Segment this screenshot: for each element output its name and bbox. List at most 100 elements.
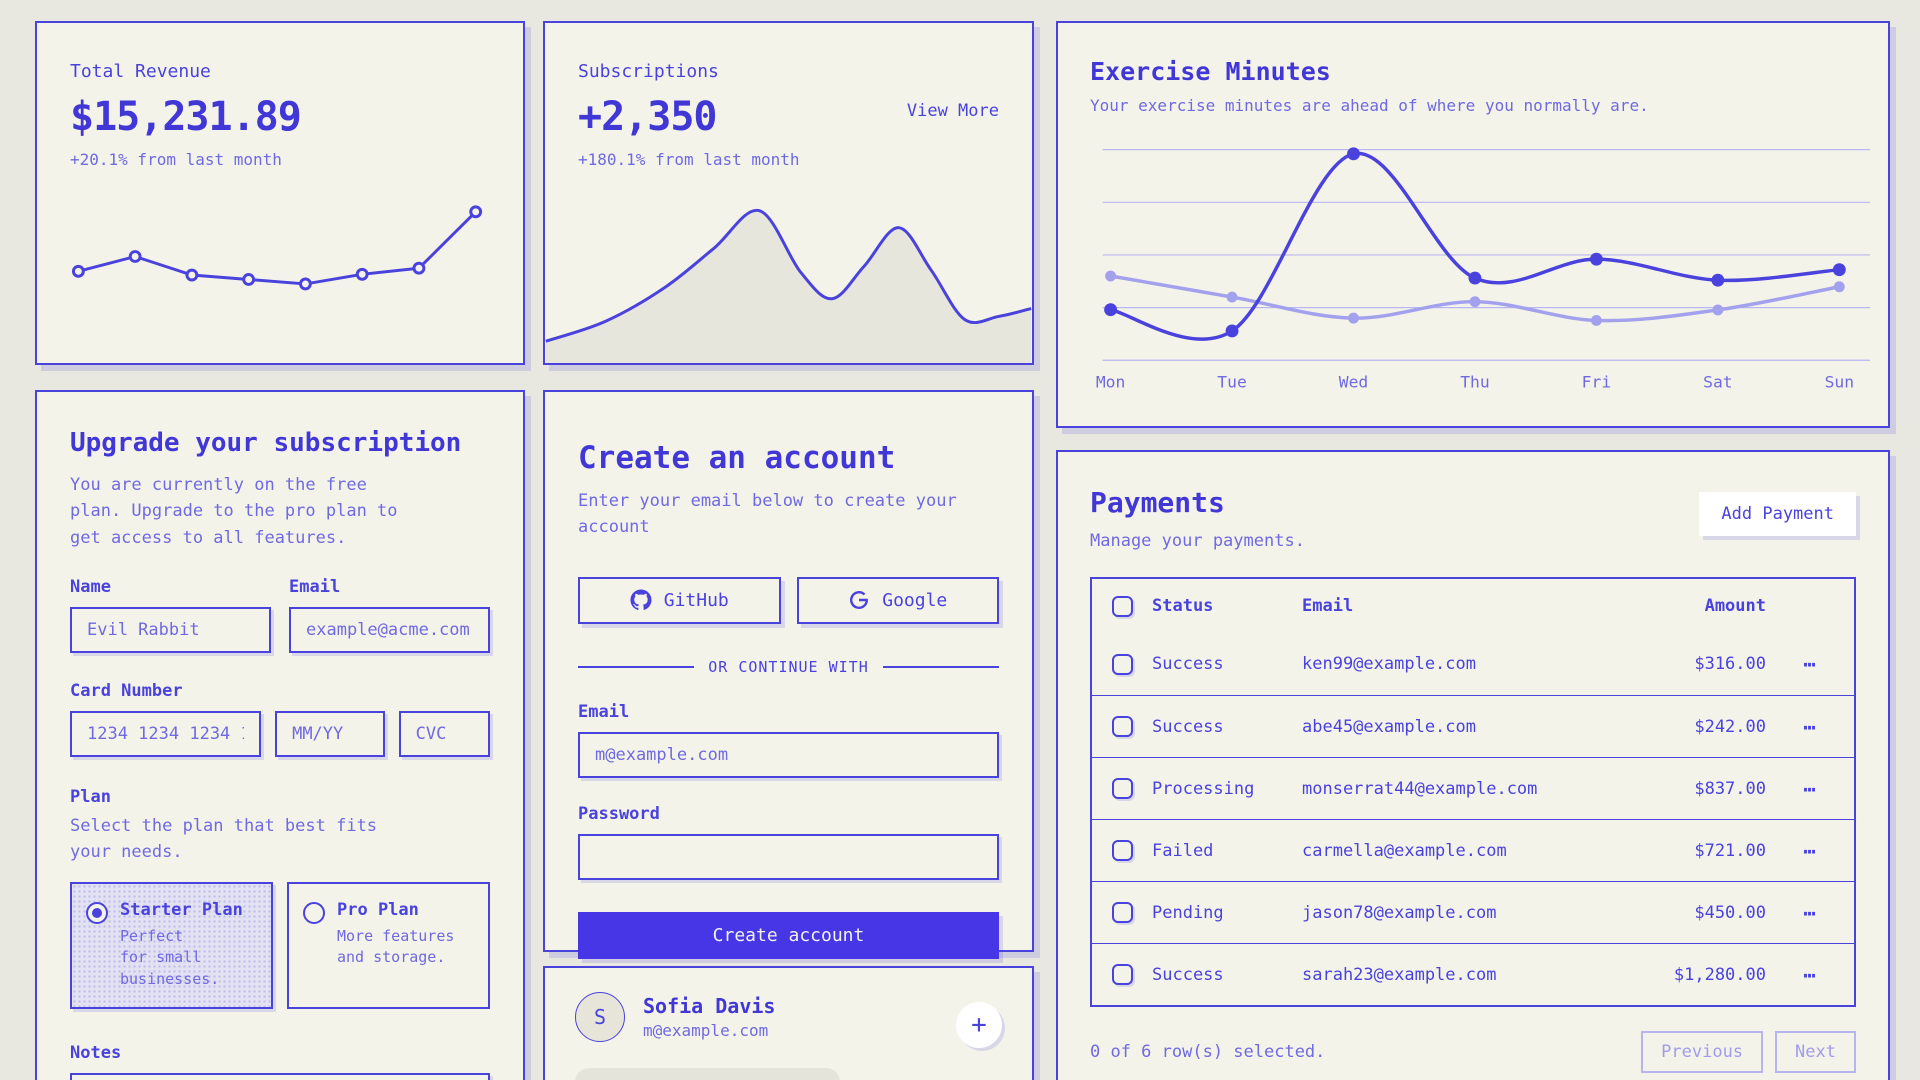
subscriptions-content: Subscriptions +2,350 View More +180.1% f… — [545, 23, 1032, 363]
row-checkbox[interactable] — [1111, 778, 1133, 799]
exercise-title: Exercise Minutes — [1090, 57, 1331, 86]
row-checkbox[interactable] — [1111, 716, 1133, 737]
password-field[interactable] — [578, 833, 999, 880]
card-expiry-field[interactable] — [275, 711, 385, 758]
payment-email: jason78@example.com — [1302, 902, 1497, 923]
payment-row[interactable]: Processing monserrat44@example.com $837.… — [1092, 757, 1854, 819]
payment-status: Failed — [1152, 840, 1214, 861]
payment-row[interactable]: Pending jason78@example.com $450.00 ⋯ — [1092, 881, 1854, 943]
card-number-field[interactable] — [70, 711, 262, 758]
create-account-title: Create an account — [578, 440, 896, 476]
row-menu-icon[interactable]: ⋯ — [1803, 652, 1817, 676]
payment-amount: $837.00 — [1694, 778, 1766, 799]
payments-card: Payments Add Payment Manage your payment… — [1056, 450, 1890, 1080]
pro-plan-description: More features and storage. — [337, 926, 455, 967]
account-email-label: Email — [578, 701, 630, 722]
notes-label: Notes — [70, 1042, 122, 1063]
payment-row[interactable]: Success sarah23@example.com $1,280.00 ⋯ — [1092, 943, 1854, 1005]
exercise-subtitle: Your exercise minutes are ahead of where… — [1090, 96, 1649, 115]
total-revenue-card: Total Revenue $15,231.89 +20.1% from las… — [35, 21, 525, 365]
google-button[interactable]: Google — [796, 576, 999, 624]
card-cvc-field[interactable] — [398, 711, 490, 758]
plan-option-starter[interactable]: Starter Plan Perfect for small businesse… — [70, 881, 273, 1009]
payment-amount: $1,280.00 — [1673, 964, 1766, 985]
upgrade-title: Upgrade your subscription — [70, 428, 462, 458]
email-label: Email — [289, 577, 341, 598]
contact-card: S Sofia Davis m@example.com + — [543, 966, 1034, 1080]
row-checkbox[interactable] — [1111, 840, 1133, 861]
view-more-link[interactable]: View More — [906, 101, 999, 121]
payment-email: sarah23@example.com — [1302, 964, 1497, 985]
payment-email: abe45@example.com — [1302, 716, 1476, 737]
payment-amount: $721.00 — [1694, 840, 1766, 861]
add-contact-button[interactable]: + — [956, 1002, 1002, 1048]
starter-plan-radio[interactable] — [86, 901, 108, 924]
payments-table-header: Status Email Amount — [1092, 579, 1854, 633]
upgrade-description: You are currently on the free plan. Upgr… — [70, 475, 398, 548]
upgrade-subscription-card: Upgrade your subscription You are curren… — [35, 390, 525, 1080]
email-column-header: Email — [1302, 596, 1354, 616]
github-button[interactable]: GitHub — [578, 576, 781, 624]
payment-status: Success — [1152, 716, 1224, 737]
payments-subtitle: Manage your payments. — [1090, 531, 1305, 551]
row-menu-icon[interactable]: ⋯ — [1803, 962, 1817, 987]
payments-table: Status Email Amount Success ken99@exampl… — [1090, 577, 1856, 1007]
google-button-label: Google — [882, 589, 948, 611]
row-checkbox[interactable] — [1111, 964, 1133, 985]
row-menu-icon[interactable]: ⋯ — [1803, 714, 1817, 739]
chat-message-bubble — [575, 1068, 840, 1080]
row-menu-icon[interactable]: ⋯ — [1803, 776, 1817, 801]
row-menu-icon[interactable]: ⋯ — [1803, 838, 1817, 863]
plan-description: Select the plan that best fits your need… — [70, 816, 378, 863]
total-revenue-value: $15,231.89 — [70, 94, 302, 140]
status-column-header: Status — [1152, 596, 1214, 616]
notes-field[interactable] — [70, 1072, 490, 1080]
github-icon — [630, 589, 652, 611]
create-account-button[interactable]: Create account — [578, 911, 999, 959]
payment-row[interactable]: Success ken99@example.com $316.00 ⋯ — [1092, 633, 1854, 695]
row-checkbox[interactable] — [1111, 902, 1133, 923]
payment-email: monserrat44@example.com — [1302, 778, 1538, 799]
plan-label: Plan — [70, 787, 111, 808]
card-number-label: Card Number — [70, 681, 183, 702]
contact-name: Sofia Davis — [643, 994, 776, 1018]
plan-option-pro[interactable]: Pro Plan More features and storage. — [287, 881, 490, 1009]
pro-plan-radio[interactable] — [303, 901, 325, 924]
pro-plan-name: Pro Plan — [337, 899, 419, 920]
total-revenue-content: Total Revenue $15,231.89 +20.1% from las… — [37, 23, 523, 363]
payment-row[interactable]: Failed carmella@example.com $721.00 ⋯ — [1092, 819, 1854, 881]
subscriptions-title: Subscriptions — [578, 61, 719, 82]
row-menu-icon[interactable]: ⋯ — [1803, 900, 1817, 925]
rows-selected-text: 0 of 6 row(s) selected. — [1090, 1042, 1326, 1062]
payment-status: Success — [1152, 654, 1224, 674]
subscriptions-card: Subscriptions +2,350 View More +180.1% f… — [543, 21, 1034, 365]
avatar-initial: S — [593, 1005, 607, 1029]
payment-row[interactable]: Success abe45@example.com $242.00 ⋯ — [1092, 695, 1854, 757]
next-button[interactable]: Next — [1775, 1031, 1856, 1073]
subscriptions-value: +2,350 — [578, 94, 717, 140]
contact-email: m@example.com — [643, 1021, 769, 1040]
create-account-card: Create an account Enter your email below… — [543, 390, 1034, 959]
account-email-field[interactable] — [578, 731, 999, 778]
previous-button[interactable]: Previous — [1641, 1031, 1764, 1073]
total-revenue-title: Total Revenue — [70, 61, 211, 82]
payment-amount: $316.00 — [1694, 654, 1766, 674]
password-label: Password — [578, 803, 660, 824]
payment-amount: $242.00 — [1694, 716, 1766, 737]
name-field[interactable] — [70, 607, 271, 654]
amount-column-header: Amount — [1704, 596, 1766, 616]
add-payment-button[interactable]: Add Payment — [1699, 492, 1856, 536]
create-account-subtitle: Enter your email below to create your ac… — [578, 491, 957, 538]
divider: OR CONTINUE WITH — [578, 658, 999, 676]
payment-status: Processing — [1152, 778, 1255, 799]
avatar: S — [575, 992, 625, 1042]
divider-label: OR CONTINUE WITH — [708, 657, 869, 676]
payment-status: Success — [1152, 964, 1224, 985]
payment-email: ken99@example.com — [1302, 654, 1476, 674]
email-field[interactable] — [289, 607, 490, 654]
select-all-checkbox[interactable] — [1111, 595, 1133, 617]
payment-status: Pending — [1152, 902, 1224, 923]
starter-plan-description: Perfect for small businesses. — [120, 926, 220, 989]
row-checkbox[interactable] — [1111, 653, 1133, 675]
